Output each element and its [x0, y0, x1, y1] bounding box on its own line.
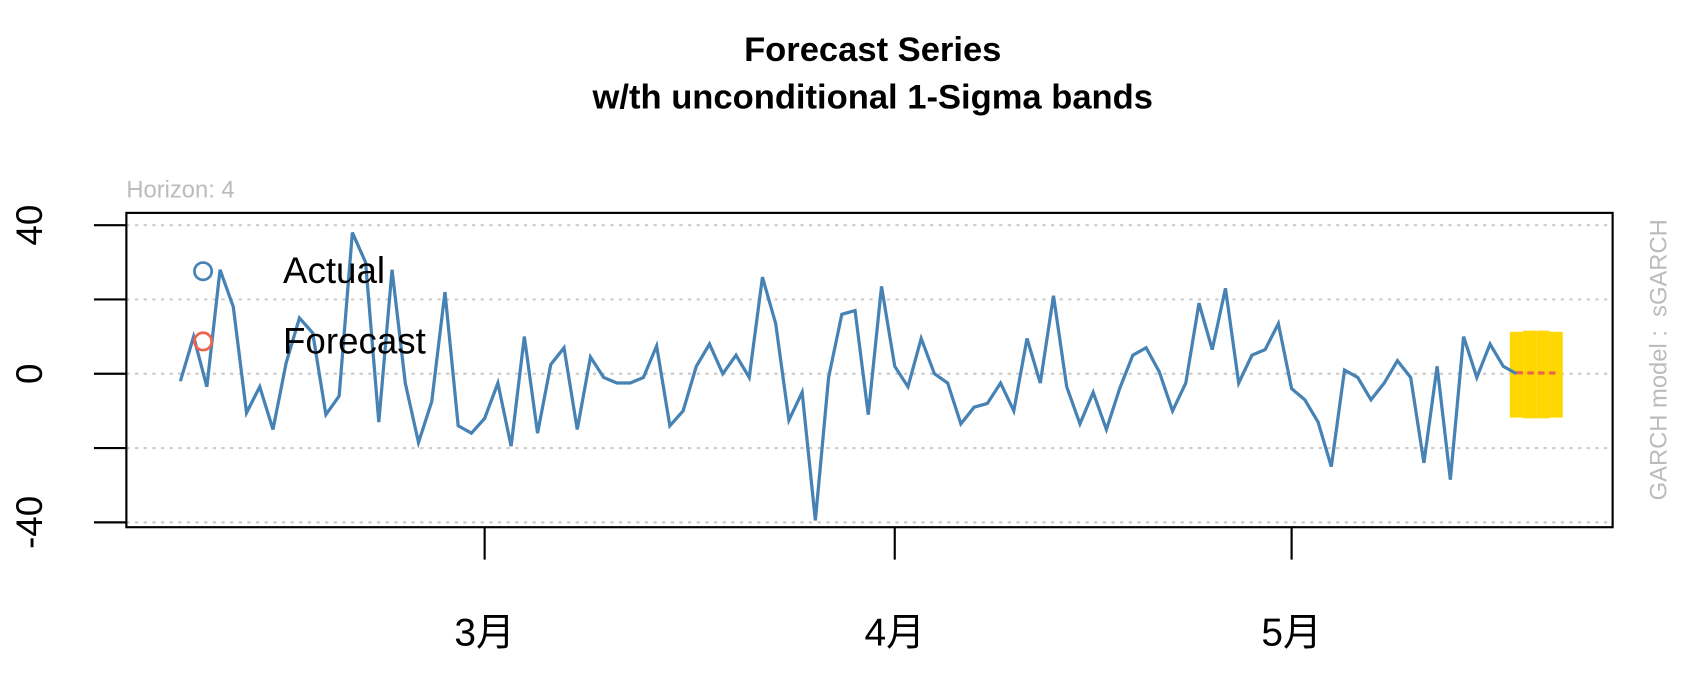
y-tick-label: 0 [9, 364, 50, 384]
horizon-note: Horizon: 4 [126, 177, 234, 204]
y-tick-label: 40 [9, 205, 50, 246]
y-tick-label: -40 [9, 496, 50, 549]
x-tick-label: 5月 [1261, 611, 1322, 654]
legend-marker [193, 261, 214, 282]
legend-label: Actual [283, 250, 385, 291]
sigma-band [1509, 331, 1524, 418]
plot-box [125, 211, 1614, 529]
sigma-band [1549, 331, 1563, 418]
series-line [178, 231, 1518, 521]
x-tick-label: 3月 [454, 611, 515, 654]
legend-marker [193, 331, 214, 352]
chart-subtitle: w/th unconditional 1-Sigma bands [592, 79, 1153, 117]
chart-title: Forecast Series [744, 31, 1001, 69]
x-tick-label: 4月 [864, 611, 925, 654]
model-label: GARCH model : sGARCH [1645, 219, 1672, 500]
legend-label: Forecast [283, 320, 426, 361]
